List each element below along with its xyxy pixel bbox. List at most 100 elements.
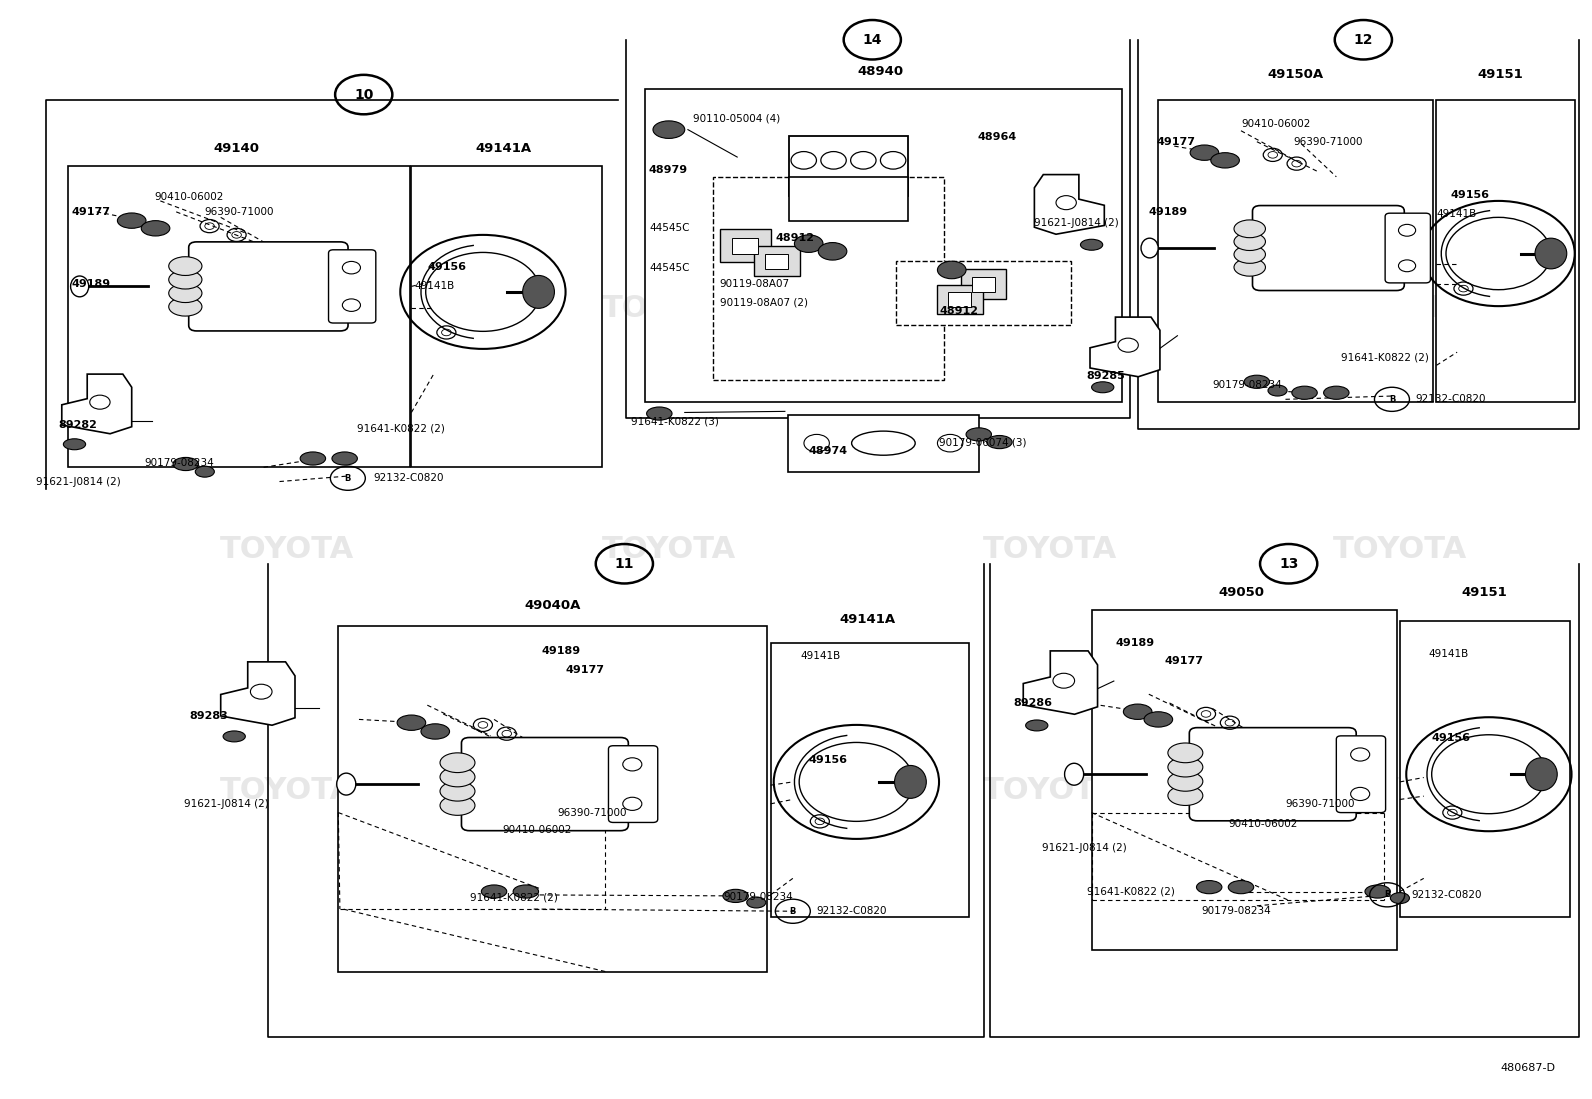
- Bar: [720, 230, 771, 263]
- Text: 48974: 48974: [809, 446, 849, 456]
- Bar: [645, 89, 1122, 401]
- Text: B: B: [1388, 395, 1395, 403]
- Ellipse shape: [513, 885, 538, 898]
- Text: 49177: 49177: [1165, 656, 1204, 666]
- Text: 49050: 49050: [1218, 586, 1264, 599]
- Ellipse shape: [70, 276, 89, 297]
- Text: 92132-C0820: 92132-C0820: [1411, 890, 1482, 900]
- Text: 90410-06002: 90410-06002: [154, 191, 223, 201]
- Ellipse shape: [1245, 375, 1269, 388]
- Ellipse shape: [439, 781, 474, 801]
- Ellipse shape: [522, 276, 554, 309]
- Text: 92132-C0820: 92132-C0820: [817, 907, 887, 917]
- Text: 49151: 49151: [1461, 586, 1508, 599]
- FancyBboxPatch shape: [1253, 206, 1404, 290]
- Text: TOYOTA: TOYOTA: [984, 535, 1118, 564]
- Ellipse shape: [439, 796, 474, 815]
- Text: 49141A: 49141A: [476, 142, 532, 155]
- Ellipse shape: [987, 435, 1013, 448]
- Text: TOYOTA: TOYOTA: [602, 293, 736, 323]
- Ellipse shape: [174, 457, 199, 470]
- Text: 49141B: 49141B: [414, 281, 455, 291]
- Polygon shape: [221, 662, 295, 725]
- Ellipse shape: [396, 715, 425, 731]
- Text: TOYOTA: TOYOTA: [220, 535, 355, 564]
- Ellipse shape: [301, 452, 326, 465]
- Text: 13: 13: [1278, 557, 1299, 570]
- Text: 49177: 49177: [72, 207, 110, 217]
- Text: 90179-08234: 90179-08234: [1202, 907, 1270, 917]
- Text: 48979: 48979: [648, 165, 688, 175]
- Text: 91641-K0822 (2): 91641-K0822 (2): [470, 892, 559, 902]
- Text: 96390-71000: 96390-71000: [557, 808, 627, 818]
- Text: 89282: 89282: [59, 420, 97, 430]
- Ellipse shape: [1145, 712, 1173, 728]
- Text: 91621-J0814 (2): 91621-J0814 (2): [1043, 843, 1127, 853]
- Bar: [949, 292, 971, 307]
- Ellipse shape: [895, 766, 927, 798]
- Ellipse shape: [653, 121, 685, 138]
- Bar: [755, 246, 799, 276]
- Bar: [1399, 621, 1570, 917]
- Text: 48912: 48912: [775, 233, 815, 243]
- Polygon shape: [1091, 318, 1161, 377]
- Ellipse shape: [818, 243, 847, 260]
- Ellipse shape: [169, 298, 202, 317]
- Text: B: B: [1383, 890, 1390, 899]
- Text: 49040A: 49040A: [525, 599, 581, 612]
- Ellipse shape: [723, 889, 748, 902]
- Ellipse shape: [1081, 240, 1103, 251]
- Ellipse shape: [169, 270, 202, 289]
- Ellipse shape: [852, 431, 915, 455]
- Text: 91621-J0814 (2): 91621-J0814 (2): [37, 477, 121, 487]
- Text: 49150A: 49150A: [1267, 68, 1323, 81]
- Ellipse shape: [196, 466, 215, 477]
- FancyBboxPatch shape: [1336, 736, 1385, 812]
- Text: 49141B: 49141B: [801, 651, 841, 660]
- Ellipse shape: [420, 724, 449, 740]
- Bar: [1092, 610, 1396, 950]
- Text: 10: 10: [353, 88, 374, 101]
- Ellipse shape: [1169, 786, 1204, 806]
- Text: 90410-06002: 90410-06002: [1242, 119, 1310, 130]
- Ellipse shape: [1169, 771, 1204, 791]
- Text: 12: 12: [1353, 33, 1374, 47]
- Bar: [732, 237, 758, 254]
- Text: 48940: 48940: [856, 65, 903, 78]
- Text: 90179-08234: 90179-08234: [145, 458, 215, 468]
- Text: 49189: 49189: [1116, 637, 1154, 647]
- Text: TOYOTA: TOYOTA: [1333, 293, 1468, 323]
- Text: 44545C: 44545C: [650, 263, 691, 273]
- Bar: [960, 269, 1006, 299]
- FancyBboxPatch shape: [1189, 728, 1356, 821]
- Ellipse shape: [1169, 743, 1204, 763]
- Text: 96390-71000: 96390-71000: [1285, 799, 1355, 809]
- Text: TOYOTA: TOYOTA: [1333, 535, 1468, 564]
- Ellipse shape: [481, 885, 506, 898]
- Ellipse shape: [1025, 720, 1048, 731]
- Ellipse shape: [1141, 238, 1159, 258]
- Text: TOYOTA: TOYOTA: [984, 776, 1118, 806]
- Text: 96390-71000: 96390-71000: [1293, 136, 1363, 146]
- Bar: [1159, 100, 1433, 401]
- Text: 49156: 49156: [427, 262, 466, 271]
- Text: 90119-08A07 (2): 90119-08A07 (2): [720, 298, 807, 308]
- Text: TOYOTA: TOYOTA: [1333, 776, 1468, 806]
- Text: 11: 11: [615, 557, 634, 570]
- Text: 49156: 49156: [809, 755, 847, 765]
- Text: 91641-K0822 (2): 91641-K0822 (2): [1340, 353, 1430, 363]
- Text: 14: 14: [863, 33, 882, 47]
- Text: 92132-C0820: 92132-C0820: [373, 474, 444, 484]
- Text: B: B: [344, 474, 350, 482]
- Text: 480687-D: 480687-D: [1501, 1064, 1555, 1074]
- Ellipse shape: [439, 753, 474, 773]
- Text: 91641-K0822 (2): 91641-K0822 (2): [357, 424, 446, 434]
- Bar: [411, 166, 602, 467]
- Ellipse shape: [966, 428, 992, 441]
- Text: 90410-06002: 90410-06002: [1229, 819, 1297, 829]
- Text: 49141B: 49141B: [1428, 648, 1469, 658]
- Bar: [790, 177, 907, 221]
- FancyBboxPatch shape: [1385, 213, 1431, 282]
- Ellipse shape: [1229, 880, 1253, 893]
- Text: 49141A: 49141A: [839, 613, 896, 626]
